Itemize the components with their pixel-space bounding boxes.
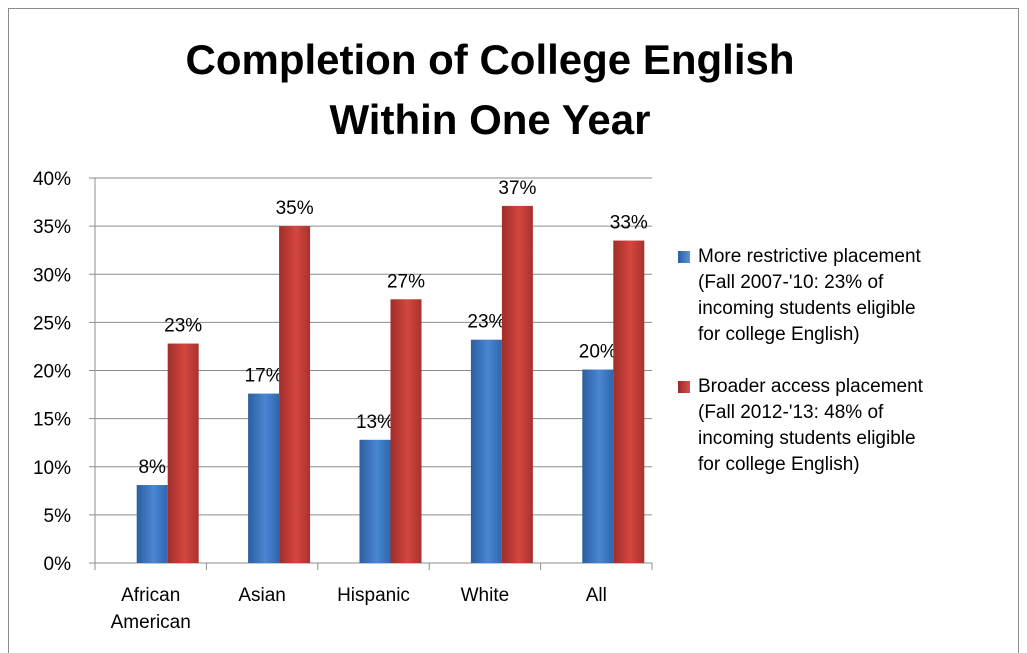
- bar-series-1: [359, 439, 391, 563]
- bar-series-1: [582, 369, 614, 563]
- bar-series-2: [613, 240, 645, 563]
- x-category-label: Asian: [238, 585, 286, 606]
- data-label-series-2: 23%: [164, 316, 202, 337]
- y-tick-label: 35%: [33, 217, 71, 238]
- legend-item-series-2: Broader access placement (Fall 2012-'13:…: [676, 374, 1016, 478]
- legend-swatch-series-2: [678, 381, 690, 393]
- data-label-series-1: 17%: [245, 366, 283, 387]
- y-tick-label: 10%: [33, 458, 71, 479]
- y-tick-label: 15%: [33, 410, 71, 431]
- legend-item-series-1: More restrictive placement (Fall 2007-'1…: [676, 244, 1016, 348]
- x-category-label: White: [461, 585, 510, 606]
- data-label-series-1: 8%: [138, 457, 166, 478]
- chart-frame: [8, 8, 1019, 653]
- legend-text-series-2-line-4: for college English): [698, 454, 860, 475]
- x-category-label: Hispanic: [337, 585, 410, 606]
- y-tick-label: 5%: [44, 506, 72, 527]
- legend-text-series-2-line-1: Broader access placement: [698, 376, 923, 397]
- bar-series-2: [501, 205, 533, 563]
- bar-series-1: [470, 339, 502, 563]
- x-category-label: American: [111, 612, 191, 633]
- y-tick-label: 20%: [33, 362, 71, 383]
- y-tick-label: 25%: [33, 313, 71, 334]
- legend-text-series-1-line-3: incoming students eligible: [698, 298, 916, 319]
- chart-legend: More restrictive placement (Fall 2007-'1…: [676, 244, 1016, 504]
- bar-series-2: [167, 343, 199, 563]
- data-label-series-2: 27%: [387, 271, 425, 292]
- y-tick-label: 30%: [33, 265, 71, 286]
- bar-series-2: [390, 299, 422, 563]
- chart-title-line-1: Completion of College English: [185, 36, 795, 83]
- legend-text-series-2-line-2: (Fall 2012-'13: 48% of: [698, 402, 884, 423]
- legend-swatch-series-1: [678, 251, 690, 263]
- bar-series-1: [136, 485, 168, 563]
- legend-text-series-2-line-3: incoming students eligible: [698, 428, 916, 449]
- chart-title-line-2: Within One Year: [329, 96, 651, 143]
- legend-text-series-1-line-2: (Fall 2007-'10: 23% of: [698, 272, 884, 293]
- data-label-series-1: 23%: [467, 312, 505, 333]
- bar-series-1: [248, 393, 280, 563]
- y-tick-label: 40%: [33, 169, 71, 190]
- legend-text-series-1-line-1: More restrictive placement: [698, 246, 921, 267]
- chart-title: Completion of College English Within One…: [0, 30, 980, 150]
- data-label-series-2: 35%: [276, 198, 314, 219]
- x-category-label: African: [121, 585, 180, 606]
- y-tick-label: 0%: [44, 554, 72, 575]
- legend-text-series-1-line-4: for college English): [698, 324, 860, 345]
- x-category-label: All: [586, 585, 607, 606]
- data-label-series-1: 20%: [579, 342, 617, 363]
- bar-series-2: [279, 226, 311, 563]
- data-label-series-2: 37%: [498, 178, 536, 199]
- data-label-series-1: 13%: [356, 412, 394, 433]
- data-label-series-2: 33%: [610, 213, 648, 234]
